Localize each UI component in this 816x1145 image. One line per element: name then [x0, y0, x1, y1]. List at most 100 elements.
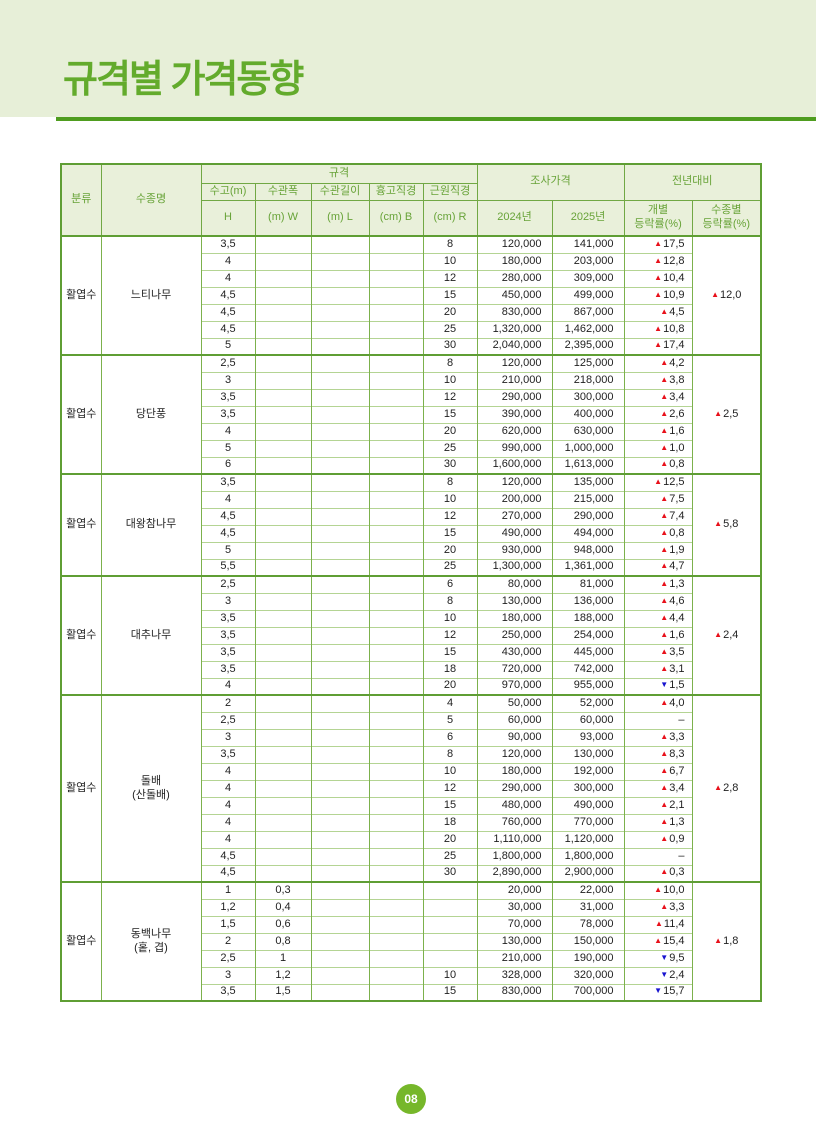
cell-spec-crown-length: [310, 473, 370, 491]
cell-price-2024: 1,800,000: [476, 847, 553, 865]
cell-price-2025: 192,000: [551, 762, 625, 780]
cell-price-2025: 218,000: [551, 371, 625, 389]
cell-spec-crown-width: 0,4: [254, 898, 312, 916]
cell-spec-crown-length: [310, 728, 370, 746]
cell-rate-individual: ▲7,4: [623, 507, 693, 525]
triangle-up-icon: ▲: [654, 935, 663, 945]
cell-spec-crown-length: [310, 796, 370, 814]
table-row: 3,5 12 290,000 300,000 ▲3,4: [61, 388, 761, 406]
triangle-up-icon: ▲: [655, 918, 663, 928]
cell-spec-height: 4: [200, 762, 256, 780]
cell-spec-root-diameter: 12: [422, 507, 478, 525]
cell-spec-height: 3,5: [200, 388, 256, 406]
cell-rate-individual: ▲7,5: [623, 490, 693, 508]
col-header-price-2024: 2024년: [476, 199, 553, 237]
col-header-rate-species: 수종별 등락률(%): [691, 199, 762, 237]
triangle-up-icon: ▲: [654, 255, 663, 265]
cell-rate-individual: ▲2,6: [623, 405, 693, 423]
table-row: 4 12 280,000 309,000 ▲10,4: [61, 269, 761, 287]
cell-rate-individual: ▲1,3: [623, 575, 693, 593]
table-row: 2 0,8 130,000 150,000 ▲15,4: [61, 932, 761, 950]
cell-spec-height: 4: [200, 252, 256, 270]
cell-spec-crown-width: [254, 286, 312, 304]
cell-spec-root-diameter: 30: [422, 337, 478, 355]
cell-price-2025: 150,000: [551, 932, 625, 950]
species-name-line: 돌배: [140, 774, 162, 787]
rate-value: 10,0: [663, 883, 685, 896]
cell-spec-crown-width: [254, 524, 312, 542]
cell-price-2024: 50,000: [476, 694, 553, 712]
cell-spec-dbh: [368, 898, 424, 916]
cell-spec-root-diameter: 20: [422, 541, 478, 559]
cell-spec-crown-length: [310, 745, 370, 763]
cell-spec-dbh: [368, 592, 424, 610]
table-row: 3,5 15 390,000 400,000 ▲2,6: [61, 405, 761, 423]
cell-spec-root-diameter: 12: [422, 269, 478, 287]
cell-spec-crown-width: [254, 864, 312, 882]
triangle-up-icon: ▲: [660, 595, 669, 605]
cell-spec-root-diameter: 8: [422, 592, 478, 610]
cell-price-2024: 1,320,000: [476, 320, 553, 338]
rate-value: 8,3: [669, 747, 685, 760]
cell-rate-individual: ▼2,4: [623, 966, 693, 984]
cell-price-2024: 120,000: [476, 473, 553, 491]
cell-price-2025: 1,800,000: [551, 847, 625, 865]
cell-price-2024: 180,000: [476, 609, 553, 627]
cell-spec-crown-length: [310, 932, 370, 950]
cell-species: 느티나무: [100, 235, 202, 355]
col-header-species: 수종명: [100, 163, 202, 237]
cell-spec-dbh: [368, 371, 424, 389]
cell-spec-dbh: [368, 915, 424, 933]
cell-category: 활엽수: [60, 354, 102, 474]
cell-species: 동백나무 (홑, 겹): [100, 881, 202, 1001]
cell-price-2025: 190,000: [551, 949, 625, 967]
cell-rate-individual: ▲3,4: [623, 388, 693, 406]
cell-rate-individual: ▲11,4: [623, 915, 693, 933]
cell-spec-root-diameter: [422, 898, 478, 916]
triangle-up-icon: ▲: [660, 578, 669, 588]
col-header-r-unit: (cm) R: [422, 199, 478, 237]
cell-spec-height: 5,5: [200, 558, 256, 576]
cell-spec-crown-width: [254, 507, 312, 525]
table-row: 1,2 0,4 30,000 31,000 ▲3,3: [61, 898, 761, 916]
cell-price-2024: 990,000: [476, 439, 553, 457]
species-name-line: 느티나무: [130, 288, 172, 301]
cell-price-2024: 760,000: [476, 813, 553, 831]
cell-spec-dbh: [368, 643, 424, 661]
rate-value: 2,8: [723, 781, 739, 794]
cell-price-2025: 309,000: [551, 269, 625, 287]
cell-spec-height: 1: [200, 881, 256, 899]
cell-price-2024: 180,000: [476, 252, 553, 270]
triangle-up-icon: ▲: [660, 408, 669, 418]
cell-spec-crown-width: [254, 609, 312, 627]
cell-spec-root-diameter: 25: [422, 320, 478, 338]
cell-spec-root-diameter: 15: [422, 286, 478, 304]
cell-spec-root-diameter: 6: [422, 575, 478, 593]
cell-spec-crown-width: [254, 728, 312, 746]
cell-spec-crown-length: [310, 405, 370, 423]
cell-price-2024: 30,000: [476, 898, 553, 916]
rate-value: 9,5: [669, 951, 685, 964]
cell-price-2024: 290,000: [476, 779, 553, 797]
cell-spec-root-diameter: 20: [422, 830, 478, 848]
price-table-container: 분류 수종명 규격 조사가격 전년대비 수고(m) 수관폭 수관길이 흉고직경 …: [60, 163, 763, 1002]
triangle-down-icon: ▼: [660, 952, 669, 962]
cell-rate-individual: ▲3,3: [623, 898, 693, 916]
triangle-up-icon: ▲: [714, 782, 723, 792]
cell-spec-height: 4: [200, 422, 256, 440]
cell-spec-root-diameter: 8: [422, 235, 478, 253]
cell-price-2024: 620,000: [476, 422, 553, 440]
cell-rate-species: ▲2,5: [691, 354, 762, 474]
cell-spec-height: 1,5: [200, 915, 256, 933]
cell-spec-root-diameter: 12: [422, 388, 478, 406]
cell-price-2025: 300,000: [551, 388, 625, 406]
cell-spec-crown-length: [310, 320, 370, 338]
cell-spec-crown-width: [254, 558, 312, 576]
cell-spec-crown-length: [310, 626, 370, 644]
rate-value: 17,4: [663, 339, 685, 352]
cell-rate-individual: ▲10,0: [623, 881, 693, 899]
cell-rate-individual: –: [623, 847, 693, 865]
rate-value: 1,6: [669, 424, 685, 437]
cell-price-2024: 480,000: [476, 796, 553, 814]
cell-spec-dbh: [368, 422, 424, 440]
